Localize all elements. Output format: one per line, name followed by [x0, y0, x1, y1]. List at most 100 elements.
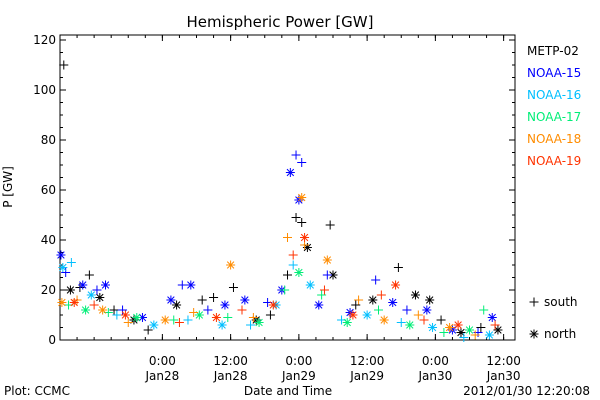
- data-point-noaa-16: [459, 333, 469, 342]
- data-point-metp-02: [209, 293, 219, 302]
- data-point-noaa-17: [223, 313, 233, 322]
- data-point-metp-02: [436, 315, 446, 325]
- y-tick-label: 80: [41, 133, 56, 147]
- data-point-noaa-15: [92, 285, 102, 295]
- data-point-noaa-15: [240, 295, 250, 305]
- y-tick-label: 40: [41, 233, 56, 247]
- data-point-noaa-16: [183, 315, 193, 325]
- legend-entry: NOAA-17: [527, 110, 581, 124]
- data-point-metp-02: [425, 295, 435, 305]
- data-point-noaa-18: [445, 323, 455, 332]
- data-point-noaa-19: [348, 310, 358, 320]
- data-point-noaa-19: [120, 310, 130, 320]
- x-tick-date: Jan28: [144, 369, 179, 383]
- data-point-metp-02: [84, 270, 94, 280]
- x-tick-time: 12:00: [350, 354, 385, 368]
- data-point-noaa-16: [396, 318, 406, 327]
- data-point-noaa-15: [487, 313, 497, 322]
- data-point-noaa-16: [362, 310, 372, 320]
- y-tick-label: 120: [33, 33, 56, 47]
- data-point-noaa-16: [112, 310, 122, 320]
- data-point-noaa-18: [354, 295, 364, 305]
- data-point-noaa-16: [484, 330, 494, 340]
- data-point-metp-02: [368, 295, 378, 305]
- x-tick-time: 0:00: [149, 354, 176, 368]
- data-point-metp-02: [351, 300, 361, 310]
- legend-marker-label: north: [544, 327, 576, 341]
- data-point-noaa-19: [319, 285, 329, 295]
- x-axis: 0:00Jan2812:00Jan280:00Jan2912:00Jan290:…: [59, 35, 521, 383]
- data-point-noaa-16: [149, 320, 159, 330]
- data-point-noaa-17: [439, 328, 449, 337]
- data-point-noaa-15: [291, 150, 301, 160]
- data-point-metp-02: [410, 290, 420, 300]
- data-point-noaa-15: [166, 295, 176, 305]
- data-point-noaa-18: [470, 330, 480, 340]
- data-point-noaa-15: [177, 280, 187, 290]
- x-tick-time: 12:00: [486, 354, 521, 368]
- data-point-noaa-18: [160, 315, 170, 325]
- data-point-noaa-18: [322, 255, 332, 265]
- data-point-noaa-15: [297, 158, 307, 167]
- data-point-noaa-18: [123, 318, 133, 327]
- data-point-noaa-18: [189, 308, 199, 317]
- data-point-noaa-15: [285, 168, 295, 177]
- data-point-noaa-16: [246, 320, 256, 330]
- plot-credit: Plot: CCMC: [4, 384, 70, 398]
- data-point-noaa-19: [490, 320, 500, 330]
- data-point-noaa-17: [374, 305, 383, 315]
- data-point-noaa-17: [342, 318, 352, 327]
- data-point-metp-02: [65, 285, 75, 295]
- data-point-noaa-15: [203, 305, 213, 315]
- data-point-noaa-18: [283, 233, 292, 242]
- y-axis-label: P [GW]: [1, 166, 15, 208]
- legend-entry: NOAA-15: [527, 66, 581, 80]
- data-point-noaa-15: [314, 300, 324, 310]
- data-point-noaa-19: [300, 233, 310, 242]
- data-point-metp-02: [393, 263, 403, 272]
- legend-entry: NOAA-18: [527, 132, 581, 146]
- x-tick-date: Jan28: [213, 369, 248, 383]
- data-point-noaa-15: [220, 300, 230, 310]
- legend-entry: NOAA-16: [527, 88, 581, 102]
- data-point-noaa-17: [254, 318, 264, 327]
- data-point-noaa-17: [81, 305, 91, 315]
- y-axis: 0 20 40 60 80 100 120: [33, 33, 515, 347]
- y-tick-label: 20: [41, 283, 56, 297]
- data-point-metp-02: [59, 60, 69, 70]
- data-point-noaa-15: [101, 280, 110, 290]
- data-point-metp-02: [265, 310, 275, 320]
- data-point-metp-02: [95, 293, 105, 302]
- x-tick-date: Jan30: [417, 369, 452, 383]
- data-point-metp-02: [228, 283, 238, 292]
- data-point-noaa-15: [118, 305, 128, 315]
- y-tick-label: 0: [48, 333, 56, 347]
- x-tick-date: Jan29: [349, 369, 384, 383]
- data-point-noaa-19: [391, 280, 401, 290]
- data-point-noaa-19: [376, 290, 386, 300]
- y-tick-label: 100: [33, 83, 56, 97]
- data-point-metp-02: [143, 325, 153, 335]
- x-tick-time: 0:00: [285, 354, 312, 368]
- data-point-noaa-18: [98, 305, 108, 315]
- data-point-noaa-17: [405, 320, 415, 330]
- chart-title: Hemispheric Power [GW]: [187, 13, 374, 31]
- data-point-noaa-16: [288, 260, 298, 270]
- data-point-metp-02: [109, 305, 119, 315]
- series-legend: METP-02 NOAA-15 NOAA-16 NOAA-17 NOAA-18 NOAA-…: [527, 44, 581, 168]
- data-point-metp-02: [325, 220, 335, 230]
- data-point-noaa-15: [186, 280, 196, 290]
- data-point-noaa-16: [86, 290, 96, 300]
- data-point-metp-02: [297, 218, 307, 227]
- data-point-noaa-16: [428, 323, 438, 332]
- data-point-noaa-17: [194, 310, 204, 320]
- legend-marker-south: [529, 297, 539, 307]
- data-point-noaa-16: [66, 258, 76, 267]
- data-point-noaa-15: [322, 270, 332, 280]
- legend-entry: METP-02: [527, 44, 579, 58]
- data-point-metp-02: [493, 325, 503, 335]
- data-point-noaa-19: [453, 320, 463, 330]
- data-point-noaa-17: [294, 268, 304, 277]
